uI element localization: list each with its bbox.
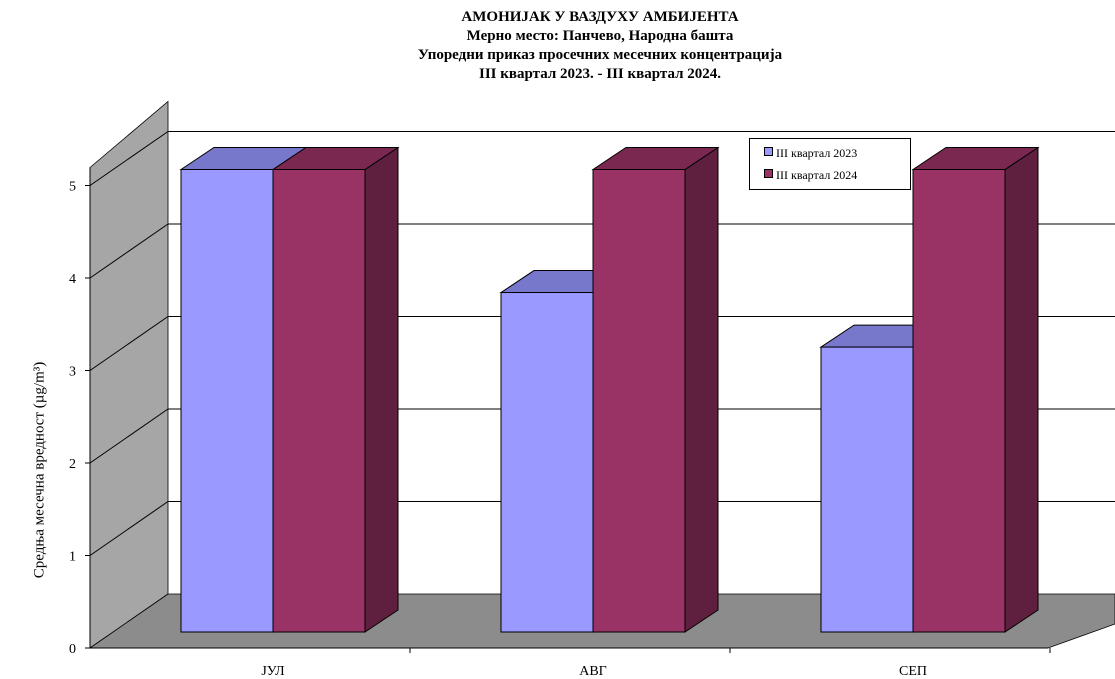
bar <box>912 169 1006 633</box>
x-tick-label: СЕП <box>899 664 927 679</box>
chart-title-block: АМОНИЈАК У ВАЗДУХУ АМБИЈЕНТА Мерно место… <box>0 8 1115 84</box>
legend-item-2024: III квартал 2024 <box>764 167 857 183</box>
bar <box>180 169 274 633</box>
y-tick-label: 4 <box>69 272 76 287</box>
gridline-side <box>89 223 169 279</box>
bar-side <box>364 146 399 633</box>
x-tick-label: ЈУЛ <box>261 664 285 679</box>
gridline-side <box>89 131 169 186</box>
legend: III квартал 2023 III квартал 2024 <box>749 138 911 190</box>
bar-side <box>1004 146 1039 633</box>
gridline-side <box>89 316 169 371</box>
side-wall <box>89 100 169 649</box>
legend-swatch-2023 <box>764 147 773 156</box>
y-tick-label: 1 <box>69 550 76 565</box>
legend-label-2024: III квартал 2024 <box>776 168 858 182</box>
x-tick-label: АВГ <box>579 664 607 679</box>
bar <box>272 169 366 633</box>
bar <box>500 292 594 633</box>
y-tick-label: 5 <box>69 180 76 195</box>
bar <box>820 346 914 633</box>
chart-subtitle-3: III квартал 2023. - III квартал 2024. <box>479 66 721 82</box>
legend-item-2023: III квартал 2023 <box>764 145 857 161</box>
gridline-side <box>89 501 169 556</box>
bar-side <box>684 146 719 633</box>
legend-label-2023: III квартал 2023 <box>776 146 858 160</box>
y-axis-label: Средња месечна вредност (µg/m³) <box>31 361 48 579</box>
chart-subtitle-2: Упоредни приказ просечних месечних конце… <box>417 47 783 63</box>
y-tick-label: 0 <box>69 642 76 657</box>
chart-subtitle-1: Мерно место: Панчево, Народна башта <box>466 28 734 44</box>
bar <box>592 169 686 633</box>
y-tick-label: 2 <box>69 457 76 472</box>
chart-title: АМОНИЈАК У ВАЗДУХУ АМБИЈЕНТА <box>461 9 739 25</box>
gridline-side <box>89 408 169 464</box>
y-tick-label: 3 <box>69 365 76 380</box>
legend-swatch-2024 <box>764 169 773 178</box>
